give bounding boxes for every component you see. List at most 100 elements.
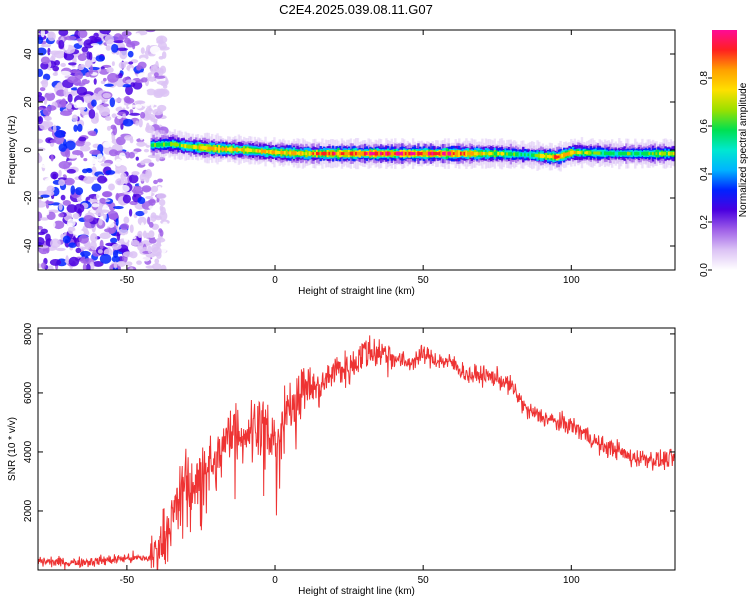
noise-speckle (147, 245, 152, 254)
noise-speckle (38, 231, 46, 236)
y-tick-label: 40 (23, 48, 34, 60)
ridge-cell (346, 152, 349, 156)
ridge-cell (557, 155, 561, 159)
noise-speckle (145, 30, 156, 33)
ridge-cell (349, 151, 353, 156)
ridge-cell (401, 151, 404, 156)
noise-speckle (66, 169, 76, 174)
ridge-cell (458, 151, 461, 156)
noise-speckle (159, 205, 164, 212)
noise-speckle (50, 221, 56, 229)
ridge-cell (475, 151, 479, 156)
ridge-cell (515, 152, 518, 157)
ridge-cell (392, 151, 395, 156)
ridge-cell (554, 154, 557, 160)
colorbar-tick-label: 0.2 (699, 215, 710, 229)
noise-speckle (106, 66, 114, 73)
noise-speckle (115, 158, 123, 167)
noise-speckle (137, 196, 146, 205)
ridge-cell (438, 151, 441, 156)
noise-speckle (95, 55, 105, 62)
noise-speckle (91, 99, 97, 107)
x-tick-label: 50 (418, 575, 430, 586)
ridge-cell (518, 152, 521, 157)
noise-speckle (112, 205, 124, 210)
noise-speckle (129, 224, 134, 233)
ridge-cell (205, 146, 209, 150)
ridge-cell (561, 153, 564, 158)
x-tick-label: -50 (120, 275, 135, 286)
ridge-cell (280, 150, 283, 155)
ridge-cell (353, 151, 356, 156)
noise-speckle (156, 240, 162, 249)
ridge-cell (216, 147, 219, 151)
ridge-cell (525, 152, 529, 157)
ridge-cell (431, 151, 434, 156)
ridge-cell (374, 151, 377, 156)
ridge-cell (298, 151, 301, 156)
noise-speckle (135, 210, 145, 217)
noise-speckle (72, 149, 83, 156)
noise-speckle (137, 230, 143, 239)
ridge-cell (269, 150, 273, 154)
noise-speckle (63, 40, 69, 51)
noise-speckle (86, 51, 91, 60)
noise-speckle (148, 98, 154, 104)
ridge-cell (234, 148, 237, 151)
noise-speckle (61, 98, 67, 108)
noise-speckle (38, 36, 44, 45)
noise-speckle (62, 199, 71, 206)
noise-speckle (129, 267, 134, 270)
colorbar-tick-label: 0.4 (699, 167, 710, 181)
noise-speckle (90, 43, 100, 47)
noise-speckle (40, 44, 52, 48)
noise-speckle (38, 115, 44, 125)
ridge-cell (644, 151, 648, 156)
noise-speckle (132, 81, 143, 90)
noise-speckle (130, 239, 140, 246)
ridge-cell (536, 153, 539, 158)
noise-speckle (87, 155, 99, 165)
noise-speckle (38, 237, 45, 246)
noise-speckle (77, 106, 87, 111)
noise-speckle (58, 169, 62, 177)
ridge-cell (538, 153, 541, 158)
noise-speckle (124, 178, 128, 185)
noise-speckle (58, 179, 66, 187)
ridge-cell (287, 151, 290, 155)
noise-speckle (58, 30, 69, 37)
noise-speckle (108, 149, 119, 157)
noise-speckle (92, 260, 104, 267)
noise-speckle (52, 72, 58, 77)
ridge-cell (433, 151, 436, 156)
ridge-cell (403, 151, 406, 156)
noise-speckle (65, 255, 69, 265)
ridge-cell (367, 151, 370, 156)
ridge-cell (307, 151, 310, 156)
ridge-cell (379, 151, 383, 156)
noise-speckle (90, 233, 98, 243)
noise-speckle (107, 221, 115, 228)
ridge-cell (184, 144, 187, 149)
ridge-cell (303, 151, 306, 156)
noise-speckle (58, 212, 65, 218)
ridge-cell (523, 153, 527, 157)
noise-speckle (44, 88, 55, 94)
noise-speckle (88, 108, 96, 119)
noise-speckle (145, 88, 156, 96)
ridge-cell (200, 146, 203, 149)
ridge-cell (232, 147, 235, 152)
noise-speckle (158, 56, 164, 60)
y-tick-label: -40 (23, 238, 34, 253)
noise-speckle (158, 228, 163, 234)
noise-speckle (41, 78, 49, 88)
ridge-cell (351, 151, 354, 156)
noise-speckle (157, 178, 163, 183)
noise-speckle (102, 77, 107, 82)
noise-speckle (121, 83, 132, 88)
noise-speckle (38, 263, 42, 269)
ridge-cell (415, 152, 418, 156)
ridge-cell (634, 151, 637, 156)
noise-speckle (120, 201, 126, 206)
